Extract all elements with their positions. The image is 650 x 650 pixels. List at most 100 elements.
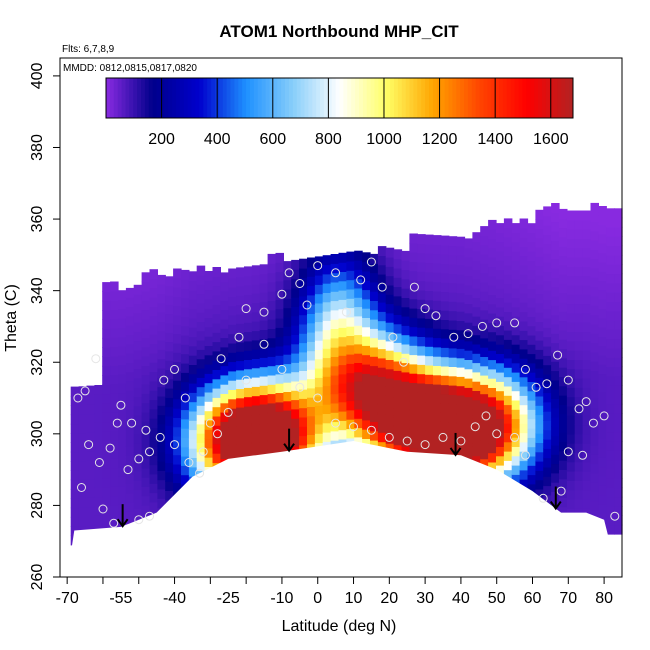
field-cell — [393, 426, 403, 436]
field-cell — [220, 318, 229, 329]
field-cell — [488, 303, 497, 314]
field-cell — [133, 424, 143, 435]
field-cell — [70, 433, 80, 443]
field-cell — [125, 427, 135, 438]
field-cell — [228, 417, 237, 428]
field-cell — [393, 379, 403, 390]
field-cell — [527, 455, 536, 466]
field-cell — [275, 392, 284, 403]
field-cell — [314, 284, 324, 295]
arrow-head — [549, 500, 562, 511]
field-cell — [543, 252, 552, 263]
field-cell — [417, 271, 426, 282]
field-cell — [559, 311, 568, 322]
field-cell — [582, 322, 592, 333]
field-cell — [582, 210, 592, 221]
field-cell — [275, 364, 284, 375]
field-cell — [322, 366, 332, 377]
field-cell — [511, 325, 521, 336]
field-cell — [527, 353, 536, 364]
field-cell — [291, 334, 300, 345]
field-cell — [181, 409, 190, 420]
field-cell — [251, 339, 261, 350]
field-cell — [433, 356, 442, 366]
field-cell — [566, 452, 576, 463]
field-cell — [598, 401, 607, 412]
field-cell — [385, 275, 395, 286]
field-cell — [488, 331, 497, 342]
field-cell — [370, 402, 379, 413]
field-cell — [448, 375, 458, 386]
field-cell — [409, 298, 418, 309]
field-cell — [535, 237, 544, 248]
field-cell — [204, 354, 214, 365]
field-cell — [543, 420, 552, 431]
field-cell — [551, 351, 560, 362]
field-cell — [173, 426, 182, 437]
field-cell — [551, 426, 560, 437]
field-cell — [70, 488, 80, 499]
field-cell — [204, 336, 214, 346]
field-cell — [251, 302, 261, 313]
observation-point — [481, 411, 491, 421]
field-cell — [433, 300, 442, 311]
field-cell — [141, 365, 151, 376]
field-cell — [330, 347, 340, 357]
field-cell — [551, 444, 560, 455]
field-cell — [338, 411, 347, 421]
field-cell — [511, 334, 521, 345]
field-cell — [409, 289, 418, 300]
field-cell — [496, 223, 505, 233]
field-cell — [354, 418, 363, 429]
field-cell — [78, 395, 88, 406]
field-cell — [220, 430, 229, 441]
field-cell — [181, 372, 190, 383]
field-cell — [196, 274, 206, 285]
field-cell — [582, 415, 592, 426]
field-cell — [566, 284, 576, 295]
field-cell — [133, 470, 143, 481]
field-cell — [330, 375, 340, 385]
field-cell — [228, 380, 237, 390]
field-cell — [228, 277, 237, 288]
colorbar-segment — [339, 78, 344, 118]
colorbar-segment — [304, 78, 309, 118]
field-cell — [566, 489, 576, 500]
field-cell — [440, 244, 450, 255]
field-cell — [110, 346, 119, 357]
field-cell — [141, 374, 151, 385]
field-cell — [543, 280, 552, 291]
field-cell — [259, 282, 269, 293]
field-cell — [78, 507, 88, 518]
field-cell — [141, 281, 151, 292]
field-cell — [582, 405, 592, 416]
field-cell — [472, 409, 481, 419]
colorbar-segment — [538, 78, 543, 118]
observation-point — [349, 422, 358, 432]
field-cell — [417, 373, 426, 384]
field-cell — [118, 318, 127, 328]
field-cell — [125, 511, 135, 522]
observation-point — [213, 429, 222, 439]
field-cell — [614, 431, 623, 442]
field-cell — [125, 436, 135, 447]
field-cell — [440, 365, 450, 376]
field-cell — [385, 433, 395, 444]
field-cell — [456, 264, 466, 275]
observation-point — [234, 332, 244, 342]
field-cell — [417, 401, 426, 412]
field-cell — [433, 411, 442, 422]
field-cell — [86, 488, 95, 498]
field-cell — [370, 319, 379, 329]
field-cell — [165, 360, 174, 370]
field-cell — [157, 293, 166, 304]
field-cell — [606, 403, 615, 414]
field-cell — [503, 469, 513, 480]
observation-point — [492, 429, 502, 439]
field-cell — [433, 439, 442, 450]
field-cell — [511, 241, 521, 252]
field-cell — [582, 471, 592, 481]
field-cell — [236, 267, 245, 278]
field-cell — [606, 310, 615, 321]
field-cell — [488, 322, 497, 333]
